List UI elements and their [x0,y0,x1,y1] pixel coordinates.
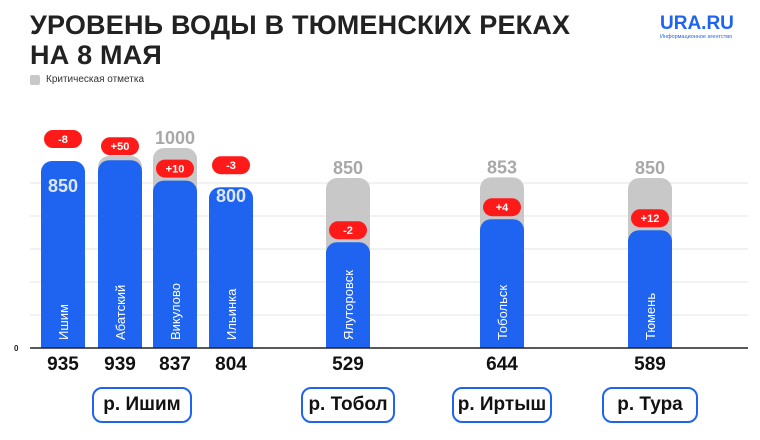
level-value-label: 935 [47,354,79,375]
station-label: Викулово [168,283,183,340]
chart-title: УРОВЕНЬ ВОДЫ В ТЮМЕНСКИХ РЕКАХ НА 8 МАЯ [30,10,570,70]
water-level-bar [480,219,524,348]
critical-value-label: 850 [635,158,665,178]
y-axis-zero-label: 0 [14,344,19,353]
change-badge-label: -8 [58,134,68,146]
water-level-bar-base [480,336,524,348]
level-value-label: 804 [215,354,247,375]
water-level-bar [628,230,672,348]
level-value-label: 589 [634,354,666,375]
level-value-label: 837 [159,354,191,375]
change-badge-label: -2 [343,225,353,237]
legend-critical-swatch [30,74,40,85]
change-badge [156,159,194,178]
legend: Критическая отметка [30,74,144,85]
water-level-bar-base [153,336,197,348]
water-level-bar-base [41,336,85,348]
water-level-bar-base [326,336,370,348]
change-badge-label: +4 [496,202,509,214]
water-level-bar [153,180,197,348]
change-badge-label: -3 [226,160,236,172]
logo-brand: URA.RU [660,13,734,34]
chart-title-line-2: НА 8 МАЯ [30,40,163,70]
river-button-2[interactable]: р. Тобол [301,387,395,423]
station-label: Тюмень [643,293,658,340]
change-badge [329,221,367,240]
critical-value-label: 1000 [155,128,195,148]
critical-value-label: 850 [48,176,78,196]
station-label: Ильинка [224,288,239,340]
level-value-label: 644 [486,354,518,375]
water-level-bar-base [98,336,142,348]
change-badge [44,130,82,148]
logo-tagline: Информационное агентство [660,34,733,40]
critical-value-label: 850 [333,158,363,178]
river-button-1[interactable]: р. Ишим [92,387,192,423]
water-level-bar-base [209,336,253,348]
station-label: Тобольск [495,285,510,340]
water-level-bar [209,187,253,348]
change-badge-label: +12 [641,213,660,225]
change-badge-label: +10 [166,164,185,176]
level-value-label: 939 [104,354,136,375]
critical-value-label: 853 [487,157,517,177]
station-label: Ишим [56,304,71,340]
change-badge [101,137,139,156]
ura-logo: URA.RU Информационное агентство [660,14,734,41]
critical-value-label: 800 [216,186,246,206]
river-button-4[interactable]: р. Тура [602,387,698,423]
change-badge [212,156,250,175]
water-level-bar [98,160,142,348]
legend-critical-label: Критическая отметка [46,74,145,85]
level-value-label: 529 [332,354,364,375]
change-badge [483,198,521,217]
chart-title-line-1: УРОВЕНЬ ВОДЫ В ТЮМЕНСКИХ РЕКАХ [30,10,571,40]
water-level-bar-base [628,336,672,348]
water-level-bar [41,161,85,348]
river-button-3[interactable]: р. Иртыш [452,387,552,423]
change-badge-label: +50 [111,141,130,153]
station-label: Абатский [113,285,128,340]
station-label: Ялуторовск [341,270,356,340]
water-level-bar [326,242,370,348]
change-badge [631,209,669,228]
